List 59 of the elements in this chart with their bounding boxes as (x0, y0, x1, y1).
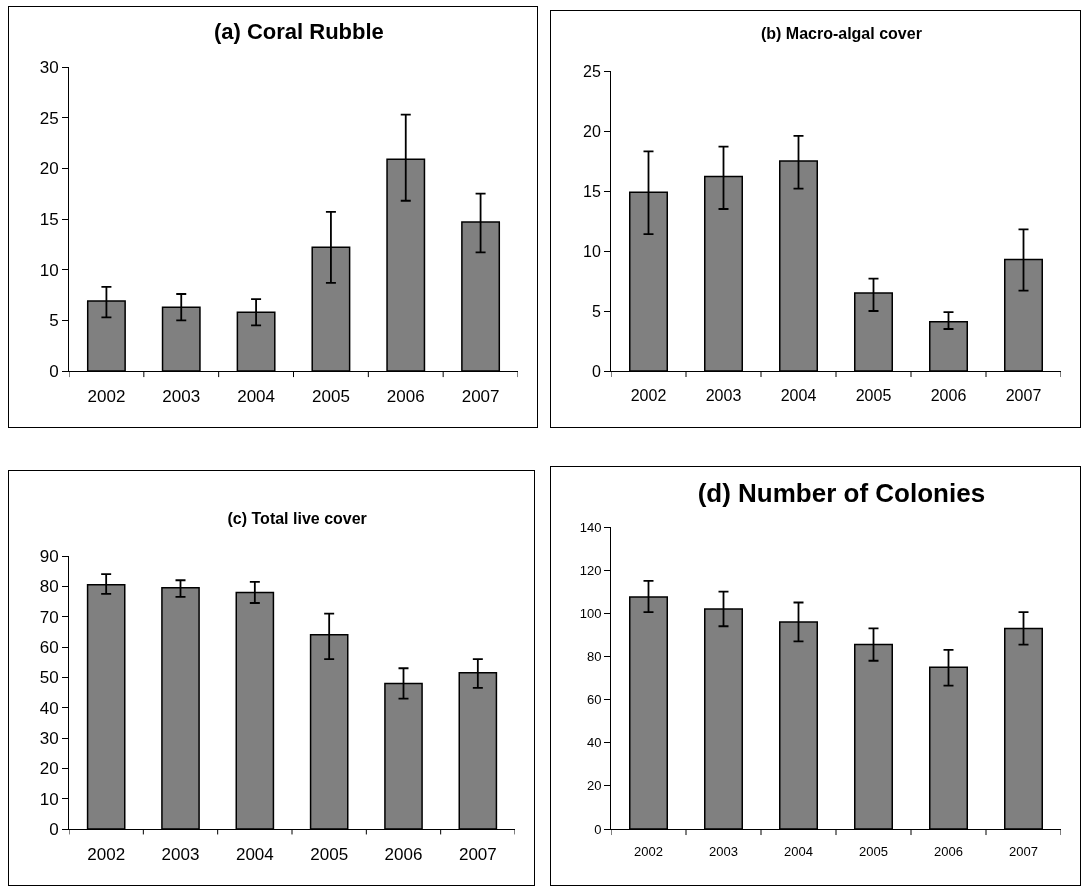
y-tick-label: 90 (39, 546, 59, 566)
x-tick-label: 2007 (461, 387, 500, 407)
x-tick-label: 2005 (855, 387, 892, 405)
x-tick-label: 2004 (237, 387, 275, 407)
x-tick-label: 2005 (859, 843, 888, 859)
x-tick-label: 2004 (784, 843, 813, 859)
x-tick-label: 2006 (386, 387, 425, 407)
y-tick-label: 60 (586, 692, 602, 708)
x-tick-label: 2002 (630, 387, 667, 405)
chart-title: (d) Number of Colonies (697, 477, 986, 508)
y-tick-label: 20 (39, 759, 59, 779)
y-tick-label: 0 (591, 362, 601, 380)
y-tick-label: 40 (39, 698, 59, 718)
y-tick-label: 25 (583, 62, 601, 80)
x-tick-label: 2003 (161, 845, 200, 865)
chart-title: (a) Coral Rubble (213, 19, 384, 45)
x-tick-label: 2007 (1009, 843, 1038, 859)
chart-title: (b) Macro-algal cover (760, 24, 922, 42)
y-tick-label: 50 (39, 668, 59, 688)
y-tick-label: 40 (586, 735, 602, 751)
y-tick-label: 0 (49, 819, 59, 839)
y-tick-label: 30 (39, 57, 59, 77)
y-tick-label: 0 (594, 821, 602, 837)
x-tick-label: 2007 (1005, 387, 1042, 405)
y-tick-label: 20 (583, 122, 601, 140)
y-tick-label: 70 (39, 607, 59, 627)
y-tick-label: 5 (591, 302, 601, 320)
x-tick-label: 2005 (310, 845, 349, 865)
x-tick-label: 2004 (235, 845, 274, 865)
y-tick-label: 100 (579, 605, 602, 621)
y-tick-label: 80 (39, 577, 59, 597)
y-tick-label: 10 (39, 260, 59, 280)
y-tick-label: 5 (49, 311, 59, 331)
x-tick-label: 2006 (930, 387, 967, 405)
x-tick-label: 2002 (634, 843, 663, 859)
x-tick-label: 2003 (709, 843, 738, 859)
y-tick-label: 15 (39, 209, 59, 229)
x-tick-label: 2006 (934, 843, 963, 859)
y-tick-label: 20 (586, 778, 602, 794)
y-tick-label: 10 (583, 242, 601, 260)
y-tick-label: 140 (579, 519, 602, 535)
x-tick-label: 2004 (780, 387, 817, 405)
x-tick-label: 2003 (705, 387, 742, 405)
y-tick-label: 15 (583, 182, 601, 200)
chart-title: (c) Total live cover (227, 509, 367, 527)
x-tick-label: 2006 (384, 845, 423, 865)
y-tick-label: 30 (39, 728, 59, 748)
y-tick-label: 25 (39, 108, 59, 128)
y-tick-label: 60 (39, 637, 59, 657)
y-tick-label: 20 (39, 159, 59, 179)
y-tick-label: 120 (579, 562, 602, 578)
x-tick-label: 2005 (312, 387, 350, 407)
x-tick-label: 2002 (87, 387, 126, 407)
y-tick-label: 0 (49, 361, 59, 381)
x-tick-label: 2002 (87, 845, 126, 865)
y-tick-label: 10 (39, 789, 59, 809)
y-tick-label: 80 (586, 648, 602, 664)
x-tick-label: 2003 (162, 387, 201, 407)
x-tick-label: 2007 (458, 845, 497, 865)
